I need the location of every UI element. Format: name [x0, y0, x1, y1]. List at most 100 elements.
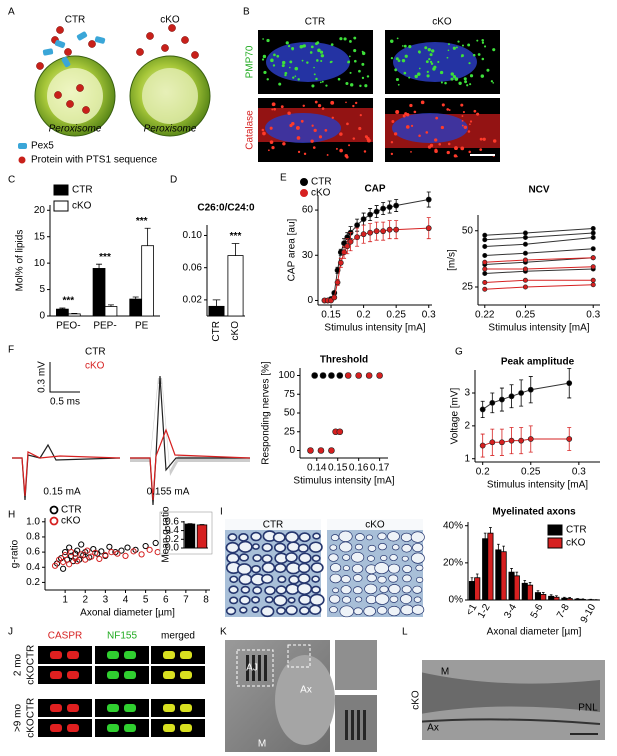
- pmp70-dot: [492, 82, 495, 84]
- y-tick-label: 20%: [443, 557, 463, 568]
- pmp70-dot: [287, 44, 291, 48]
- micrograph: [151, 666, 205, 684]
- catalase-dot: [447, 142, 451, 146]
- legend-label: cKO: [61, 516, 81, 527]
- pmp70-dot: [395, 77, 400, 82]
- node-left: [163, 671, 175, 679]
- data-point: [344, 372, 352, 379]
- catalase-dot: [454, 146, 458, 151]
- data-point: [522, 235, 528, 241]
- data-point: [62, 549, 69, 556]
- axon: [311, 554, 321, 563]
- catalase-dot: [473, 109, 477, 113]
- bar: [482, 538, 489, 601]
- catalase-dot: [410, 151, 412, 153]
- catalase-dot: [359, 114, 362, 117]
- axon: [339, 541, 353, 553]
- pmp70-dot: [408, 76, 411, 79]
- pmp70-dot: [464, 80, 468, 84]
- axon: [412, 542, 424, 553]
- y-axis-label: Mean g-ratio: [161, 506, 172, 563]
- em-label: cKO: [411, 690, 422, 710]
- catalase-dot: [287, 111, 291, 115]
- catalase-dot: [425, 131, 429, 134]
- pmp70-dot: [315, 77, 318, 81]
- protein: [181, 36, 189, 44]
- key-protein: [18, 156, 26, 164]
- data-point: [154, 549, 161, 556]
- data-point: [78, 551, 85, 558]
- y-axis-label: [m/s]: [447, 249, 458, 271]
- axon: [298, 532, 311, 543]
- bar: [521, 582, 528, 601]
- node-left: [107, 651, 119, 659]
- catalase-dot: [448, 109, 451, 111]
- axon: [311, 585, 321, 594]
- protein: [66, 100, 74, 108]
- catalase-dot: [434, 138, 438, 142]
- axon: [285, 583, 300, 595]
- legend-marker: [49, 505, 59, 515]
- catalase-dot: [317, 104, 322, 108]
- micrograph: [151, 699, 205, 717]
- error-bar: [107, 304, 114, 307]
- stimulus-label: 0.155 mA: [147, 487, 190, 498]
- axon: [367, 544, 377, 552]
- pmp70-dot: [414, 74, 418, 79]
- pmp70-dot: [266, 78, 269, 81]
- junction: [258, 655, 261, 681]
- pex5: [54, 40, 66, 48]
- bar: [508, 571, 515, 601]
- axon: [391, 544, 400, 551]
- catalase-dot: [297, 150, 301, 154]
- x-axis-label: Stimulus intensity [mA]: [488, 323, 589, 334]
- axon: [329, 606, 338, 614]
- data-point: [373, 208, 380, 215]
- pmp70-dot: [325, 84, 328, 87]
- pmp70-dot: [450, 77, 454, 81]
- pmp70-dot: [284, 73, 287, 77]
- key-label: Protein with PTS1 sequence: [31, 155, 158, 166]
- pmp70-dot: [401, 58, 406, 63]
- axon: [341, 575, 351, 584]
- pmp70-dot: [395, 57, 399, 61]
- x-tick-label: 0.17: [370, 463, 390, 474]
- pmp70-dot: [490, 80, 494, 83]
- pmp70-dot: [480, 74, 485, 78]
- column-label: CTR: [305, 17, 326, 28]
- catalase-dot: [339, 132, 343, 136]
- junction: [351, 710, 354, 740]
- y-tick-label: 50: [284, 408, 296, 419]
- pmp70-dot: [366, 75, 370, 78]
- data-point: [527, 386, 534, 393]
- axon: [388, 563, 401, 574]
- axon: [298, 552, 312, 564]
- axon-body: [275, 655, 335, 745]
- error-bar: [497, 543, 500, 550]
- bar: [196, 524, 208, 549]
- protein: [191, 51, 199, 59]
- error-bar: [212, 299, 221, 307]
- axon: [342, 554, 351, 561]
- x-tick-label: 8: [203, 595, 209, 606]
- error-bar: [502, 545, 505, 552]
- axon: [377, 542, 387, 551]
- data-point: [393, 226, 400, 233]
- catalase-dot: [469, 123, 471, 126]
- bar: [474, 577, 481, 601]
- axon: [308, 604, 322, 615]
- junction: [246, 655, 249, 681]
- pmp70-dot: [492, 48, 496, 52]
- x-axis-label: Stimulus intensity [mA]: [487, 480, 588, 491]
- error-bar: [96, 263, 103, 269]
- pmp70-dot: [417, 50, 421, 54]
- column-label: cKO: [365, 520, 385, 531]
- pmp70-dot: [417, 72, 421, 76]
- data-point: [124, 544, 131, 551]
- node-left: [107, 724, 119, 732]
- data-point: [84, 547, 91, 554]
- em-label: M: [441, 667, 449, 678]
- y-axis-label: g-ratio: [10, 539, 21, 568]
- protein: [64, 48, 72, 56]
- axon: [339, 605, 354, 618]
